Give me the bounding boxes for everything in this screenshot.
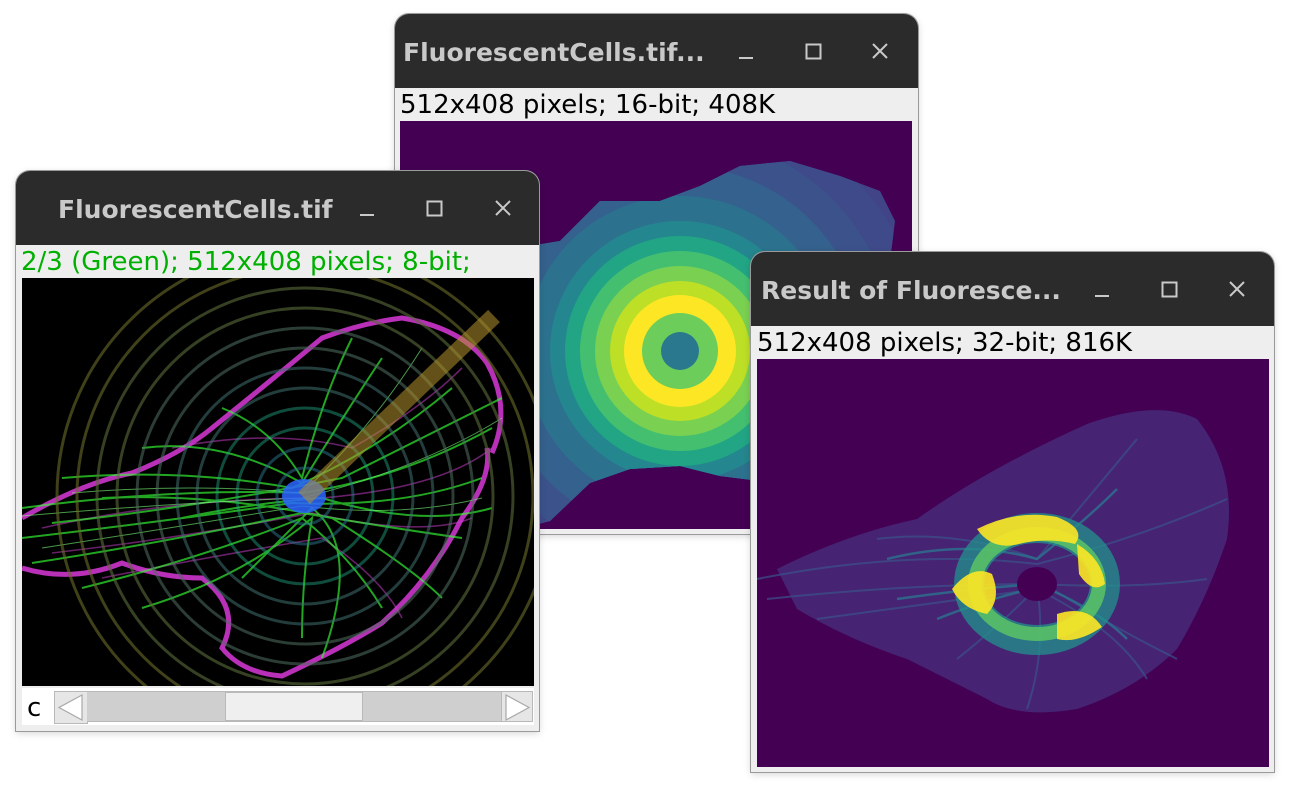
image-info: 2/3 (Green); 512x408 pixels; 8-bit;: [21, 247, 471, 277]
image-info: 512x408 pixels; 32-bit; 816K: [757, 328, 1133, 358]
maximize-icon: [805, 43, 822, 60]
cells-image: [22, 278, 534, 686]
window-title: FluorescentCells.tif...: [403, 38, 705, 67]
maximize-button[interactable]: [1155, 276, 1183, 304]
window-titlebar[interactable]: [16, 171, 539, 245]
minimize-button[interactable]: [1088, 276, 1116, 304]
result-window: Result of Fluoresce... 512x408 pixels; 3…: [751, 252, 1274, 772]
window-title: FluorescentCells.tif: [58, 195, 333, 224]
close-icon: [495, 200, 511, 216]
scroll-thumb[interactable]: [225, 692, 363, 721]
minimize-icon: [360, 214, 374, 216]
close-icon: [872, 43, 888, 59]
scroll-track[interactable]: [87, 691, 501, 722]
minimize-icon: [739, 57, 753, 59]
minimize-button[interactable]: [353, 195, 381, 223]
close-icon: [1229, 281, 1245, 297]
close-button[interactable]: [866, 38, 894, 66]
window-titlebar[interactable]: [395, 14, 918, 88]
arrow-right-icon: [505, 693, 531, 722]
channel-slider[interactable]: c: [22, 688, 534, 725]
image-canvas[interactable]: [757, 359, 1269, 767]
slider-label: c: [27, 693, 42, 723]
image-canvas[interactable]: [22, 278, 534, 686]
image-info: 512x408 pixels; 16-bit; 408K: [400, 90, 776, 120]
result-image: [757, 359, 1269, 767]
window-titlebar[interactable]: [751, 252, 1274, 326]
maximize-button[interactable]: [420, 195, 448, 223]
arrow-left-icon: [57, 693, 83, 722]
maximize-icon: [426, 200, 443, 217]
close-button[interactable]: [1223, 276, 1251, 304]
maximize-icon: [1161, 281, 1178, 298]
minimize-button[interactable]: [732, 38, 760, 66]
close-button[interactable]: [489, 195, 517, 223]
window-title: Result of Fluoresce...: [761, 276, 1061, 305]
scroll-right-button[interactable]: [501, 691, 533, 722]
maximize-button[interactable]: [799, 38, 827, 66]
cells-window: FluorescentCells.tif 2/3 (Green); 512x40…: [16, 171, 539, 731]
scroll-left-button[interactable]: [54, 691, 88, 724]
minimize-icon: [1095, 295, 1109, 297]
